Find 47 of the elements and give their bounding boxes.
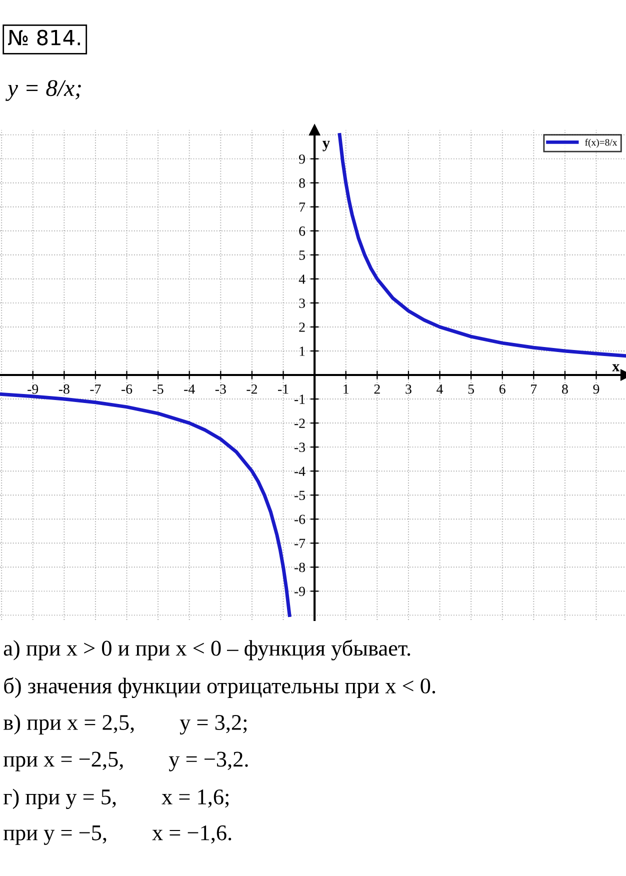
chart-title: № 814.: [8, 30, 80, 46]
x-tick-label: -4: [184, 384, 195, 394]
y-tick-label: 9: [299, 154, 305, 164]
y-tick-label: 6: [299, 226, 306, 236]
y-tick-label: 7: [300, 202, 306, 212]
y-tick-label: -8: [294, 562, 306, 572]
x-tick-label: 4: [436, 384, 444, 394]
text: б) значения функции отрицательны при x < 0.: [4, 677, 436, 698]
x-tick-label: -7: [90, 384, 101, 394]
y-axis-title: y: [322, 140, 330, 152]
y-tick-label: 2: [299, 322, 305, 332]
x-tick-label: 3: [406, 384, 412, 394]
y-tick-label: -7: [294, 538, 306, 548]
y-tick-label: 5: [299, 250, 305, 260]
x-tick-label: -1: [278, 384, 288, 394]
x-tick-label: -2: [246, 384, 257, 394]
y-tick-label: 1: [300, 346, 305, 356]
y-tick-label: -5: [294, 490, 305, 500]
text: при x = −2,5, y = −3,2.: [4, 752, 248, 772]
x-tick-label: -8: [58, 384, 70, 394]
x-axis-title: x: [612, 364, 620, 372]
text: г) при y = 5, x = 1,6;: [4, 788, 229, 810]
y-tick-label: 4: [298, 274, 306, 284]
x-tick-label: 5: [468, 384, 474, 394]
x-tick-label: -5: [152, 384, 164, 394]
chart-subtitle: y = 8/x;: [6, 80, 81, 101]
x-tick-label: 9: [593, 384, 600, 394]
y-tick-label: 3: [299, 298, 305, 308]
y-tick-label: -2: [294, 418, 305, 428]
y-tick-label: -9: [294, 586, 305, 596]
x-tick-label: -9: [28, 384, 38, 394]
y-tick-label: -1: [294, 394, 305, 404]
x-tick-label: -3: [215, 384, 226, 394]
x-tick-label: 7: [531, 384, 537, 394]
x-tick-label: -6: [121, 384, 132, 394]
text: в) при x = 2,5, y = 3,2;: [4, 714, 247, 735]
y-tick-label: -6: [294, 514, 306, 524]
x-tick-label: 1: [344, 384, 349, 394]
y-tick-label: -4: [294, 466, 306, 476]
x-tick-label: 6: [499, 384, 506, 394]
y-tick-label: 8: [299, 178, 306, 188]
x-tick-label: 8: [562, 384, 568, 394]
text: а) при x > 0 и при x < 0 – функция убывает.: [4, 640, 410, 660]
text: при y = −5, x = −1,6.: [4, 825, 232, 845]
legend-label: f(x)=8/x: [585, 138, 618, 148]
y-tick-label: -3: [294, 442, 305, 452]
x-tick-label: 2: [374, 384, 380, 394]
